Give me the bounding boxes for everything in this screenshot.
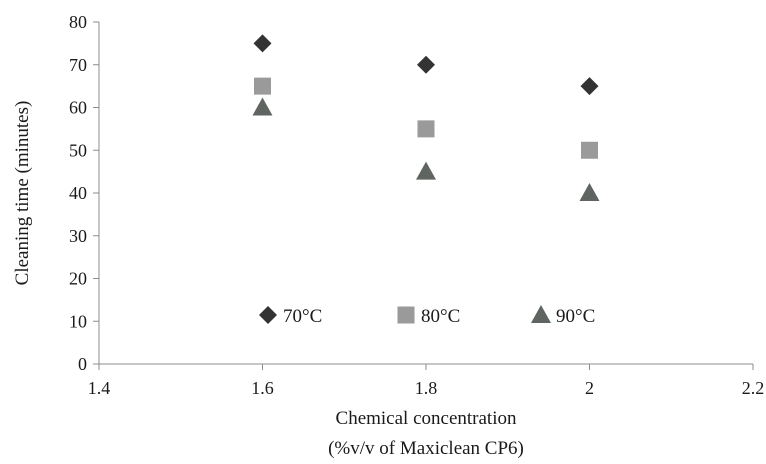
- legend-marker-triangle: [531, 305, 551, 323]
- data-point: [253, 34, 272, 53]
- series-2: [252, 97, 600, 201]
- series-1: [254, 77, 598, 159]
- legend-label: 80°C: [421, 306, 460, 327]
- legend-label: 70°C: [283, 306, 322, 327]
- legend-item: 70°C: [259, 306, 322, 327]
- y-tick-label: 50: [69, 140, 87, 160]
- y-tick-label: 60: [69, 98, 87, 118]
- x-tick-label: 1.6: [251, 378, 274, 398]
- y-tick-label: 80: [69, 12, 87, 32]
- legend-label: 90°C: [556, 306, 595, 327]
- y-tick-label: 30: [69, 226, 87, 246]
- legend: 70°C 80°C 90°C: [259, 305, 595, 327]
- y-tick-label: 40: [69, 183, 87, 203]
- data-point: [580, 77, 599, 96]
- data-point: [417, 120, 435, 138]
- x-tick-label: 2.2: [742, 378, 765, 398]
- x-tick-label: 1.8: [415, 378, 438, 398]
- y-tick-label: 70: [69, 55, 87, 75]
- series-0: [253, 34, 599, 96]
- x-tick-labels: 1.4 1.6 1.8 2 2.2: [88, 378, 765, 398]
- legend-marker-diamond: [259, 306, 277, 324]
- data-points: [252, 34, 600, 201]
- data-point: [417, 55, 435, 74]
- x-axis-label-line-1: Chemical concentration: [336, 408, 517, 429]
- x-tick-label: 1.4: [88, 378, 111, 398]
- data-point: [252, 97, 273, 116]
- data-point: [579, 183, 600, 201]
- y-tick-label: 20: [69, 269, 87, 289]
- x-tick-label: 2: [585, 378, 594, 398]
- legend-item: 80°C: [397, 306, 460, 327]
- x-axis-label-line-2: (%v/v of Maxiclean CP6): [328, 438, 524, 459]
- data-point: [254, 77, 271, 95]
- data-point: [416, 161, 436, 180]
- y-axis-label: Cleaning time (minutes): [12, 101, 33, 286]
- y-tick-label: 0: [78, 354, 87, 374]
- data-point: [581, 141, 598, 159]
- y-tick-labels: 0 10 20 30 40 50 60 70 80: [69, 12, 87, 374]
- legend-marker-square: [397, 306, 415, 324]
- y-tick-label: 10: [69, 311, 87, 331]
- axes: [93, 21, 754, 370]
- legend-item: 90°C: [531, 305, 595, 327]
